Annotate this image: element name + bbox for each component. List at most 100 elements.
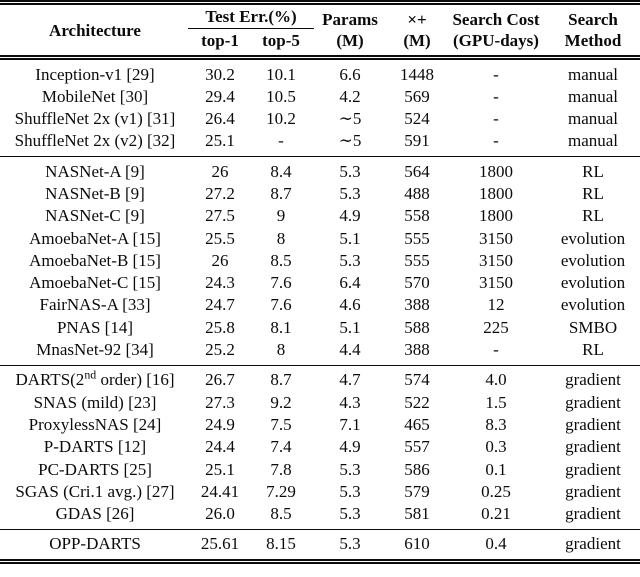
col-header-search-cost-line1: Search Cost [452,10,540,29]
cell-architecture: SNAS (mild) [23] [33,392,157,412]
cell-params: 5.1 [339,228,361,248]
cell-params: 5.3 [339,504,361,524]
cell-params: ∼5 [338,131,362,151]
cell-architecture: DARTS(2nd order) [16] [15,367,175,390]
table-row: SNAS (mild) [23] 27.3 9.2 4.3 522 1.5 gradient [0,392,640,414]
cell-search-method: gradient [565,534,621,554]
cell-architecture: NASNet-B [9] [45,183,145,203]
table-row: PNAS [14] 25.8 8.1 5.1 588 225 SMBO [0,317,640,339]
cell-search-cost: 1.5 [485,392,507,412]
cell-architecture: PNAS [14] [56,317,134,337]
cell-multadds: 579 [404,481,430,501]
cell-top5: 7.4 [270,437,292,457]
cell-search-cost: - [493,86,499,106]
cell-search-cost: 0.21 [481,504,511,524]
table-header: Architecture Test Err.(%) top-1 top-5 Pa… [0,5,640,55]
cell-architecture: FairNAS-A [33] [39,295,151,315]
cell-search-method: RL [582,161,604,181]
col-header-params-line2: (M) [336,31,364,50]
cell-top5: 7.6 [270,273,292,293]
cell-top5: 8 [276,340,286,360]
cell-top1: 25.1 [205,459,235,479]
cell-search-cost: 225 [483,317,509,337]
cell-search-method: RL [582,206,604,226]
cell-params: 6.6 [339,64,361,84]
cell-architecture: ProxylessNAS [24] [28,414,162,434]
table-row: P-DARTS [12] 24.4 7.4 4.9 557 0.3 gradient [0,436,640,458]
table-row: MnasNet-92 [34] 25.2 8 4.4 388 - RL [0,339,640,361]
cell-top1: 27.5 [205,206,235,226]
col-header-search-method: Search Method [546,5,640,55]
cell-multadds: 522 [404,392,430,412]
cell-multadds: 588 [404,317,430,337]
cell-top5: 7.29 [266,481,296,501]
cell-multadds: 569 [404,86,430,106]
cell-top1: 25.8 [205,317,235,337]
cell-search-method: manual [567,64,619,84]
section-gradient-methods: DARTS(2nd order) [16] 26.7 8.7 4.7 574 4.0 gra… [0,366,640,529]
cell-params: 5.3 [339,481,361,501]
cell-multadds: 488 [404,183,430,203]
col-header-search-method-line2: Method [564,31,622,50]
col-header-test-err-group: Test Err.(%) top-1 top-5 [188,5,314,55]
cell-architecture: ShuffleNet 2x (v1) [31] [14,109,176,129]
col-header-search-method-line1: Search [568,10,618,29]
cell-architecture: MobileNet [30] [41,86,149,106]
cell-params: 4.2 [339,86,361,106]
cell-multadds: 564 [404,161,430,181]
cell-search-cost: - [493,131,499,151]
cell-architecture: PC-DARTS [25] [38,459,152,479]
table-row: DARTS(2nd order) [16] 26.7 8.7 4.7 574 4.0 gra… [0,369,640,391]
cell-top1: 25.5 [205,228,235,248]
cell-params: 4.3 [339,392,361,412]
table-row: AmoebaNet-A [15] 25.5 8 5.1 555 3150 evolution [0,228,640,250]
section-divider-rule [0,528,640,530]
cell-params: 5.3 [339,161,361,181]
cell-top1: 27.2 [205,183,235,203]
cell-search-method: gradient [565,370,621,390]
cell-search-method: manual [567,86,619,106]
superscript: nd [84,367,97,382]
cell-search-cost: 12 [487,295,505,315]
cell-top5: - [278,131,284,151]
cell-top5: 8.1 [270,317,292,337]
section-divider-rule [0,364,640,366]
cell-multadds: 524 [404,109,430,129]
cell-search-cost: 0.25 [481,481,511,501]
cell-architecture: NASNet-A [9] [45,161,145,181]
section-manual-architectures: Inception-v1 [29] 30.2 10.1 6.6 1448- manual M… [0,60,640,156]
cell-architecture: AmoebaNet-A [15] [29,228,161,248]
cell-multadds: 591 [404,131,430,151]
cell-multadds: 574 [404,370,430,390]
cell-multadds: 570 [404,273,430,293]
cell-top5: 7.5 [270,414,292,434]
table-row: OPP-DARTS 25.61 8.15 5.3 610 0.4 gradient [0,533,640,555]
cell-search-method: RL [582,340,604,360]
table-body: Inception-v1 [29] 30.2 10.1 6.6 1448- manual M… [0,60,640,565]
col-header-architecture-label: Architecture [49,20,141,40]
cell-top5: 10.5 [266,86,296,106]
cell-search-cost: 3150 [479,273,513,293]
cell-multadds: 1448 [400,64,434,84]
cell-top5: 10.1 [266,64,296,84]
table-row: ProxylessNAS [24] 24.9 7.5 7.1 465 8.3 gradien… [0,414,640,436]
cell-search-method: evolution [560,273,626,293]
cell-params: 5.3 [339,250,361,270]
cell-search-method: gradient [565,481,621,501]
cell-params: 5.3 [339,183,361,203]
table-row: Inception-v1 [29] 30.2 10.1 6.6 1448 - manual [0,64,640,86]
cell-search-method: manual [567,109,619,129]
table-row: NASNet-A [9] 26 8.4 5.3 564 1800 RL [0,161,640,183]
cell-params: 5.1 [339,317,361,337]
cell-top5: 9.2 [270,392,292,412]
cell-search-method: evolution [560,250,626,270]
cell-top1: 24.3 [205,273,235,293]
cell-top5: 9 [276,206,286,226]
header-bottom-rule [0,55,640,60]
col-header-params-line1: Params [322,10,378,29]
cell-search-method: gradient [565,504,621,524]
cell-params: 4.9 [339,206,361,226]
cell-params: 5.3 [339,534,361,554]
cell-search-cost: - [493,109,499,129]
